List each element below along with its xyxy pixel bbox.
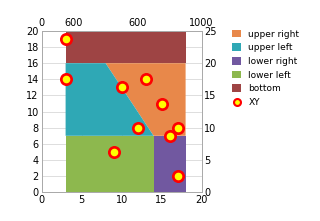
Polygon shape [154,136,186,192]
Polygon shape [66,136,154,192]
Point [175,174,180,178]
Point [167,134,172,137]
Point [159,102,164,105]
Point [63,78,68,81]
Point [63,78,68,81]
Point [63,37,68,41]
Point [111,150,116,154]
Point [143,78,148,81]
Point [175,126,180,130]
Point [175,126,180,130]
Point [159,102,164,105]
Polygon shape [66,63,154,136]
Point [175,174,180,178]
Point [167,134,172,137]
Point [119,86,124,89]
Polygon shape [106,63,186,136]
Point [111,150,116,154]
Point [63,37,68,41]
Point [143,78,148,81]
Point [119,86,124,89]
Point [135,126,140,130]
Point [135,126,140,130]
Polygon shape [66,31,186,63]
Legend: upper right, upper left, lower right, lower left, bottom, XY: upper right, upper left, lower right, lo… [230,28,301,109]
